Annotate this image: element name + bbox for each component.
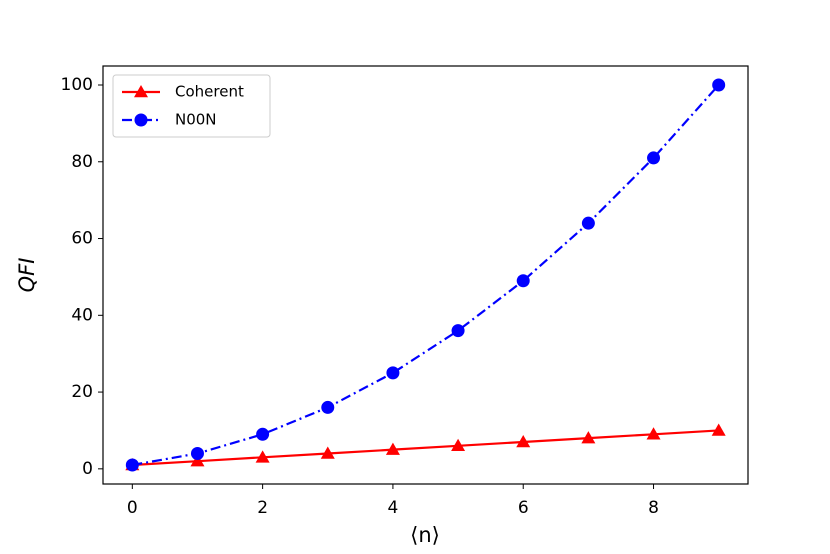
legend-box [112,74,271,138]
y-axis-label: QFI [15,258,39,293]
marker [647,151,661,165]
legend-label: Coherent [175,83,244,101]
y-tick-label: 0 [82,459,93,479]
marker [256,427,270,441]
marker [134,85,148,98]
marker [385,442,400,455]
x-axis-label: ⟨n⟩ [410,523,440,547]
marker [320,446,335,459]
marker [451,324,465,338]
marker [712,78,726,92]
marker [255,450,270,463]
y-tick-label: 80 [71,152,93,172]
marker [646,427,661,440]
x-tick-label: 8 [648,498,659,518]
marker [125,458,139,472]
line [132,84,720,467]
marker [386,366,400,380]
marker [190,446,204,460]
marker [321,400,335,414]
y-tick-label: 40 [71,305,93,325]
marker [581,431,596,444]
y-tick-label: 100 [61,75,93,95]
line [132,429,719,467]
y-tick-label: 60 [71,229,93,249]
marker [581,216,595,230]
y-tick-label: 20 [71,382,93,402]
marker [711,423,726,436]
plot-frame [102,65,749,485]
x-tick-label: 2 [257,498,268,518]
legend-label: N00N [175,111,217,129]
marker [451,438,466,452]
marker [516,434,531,448]
x-tick-label: 0 [127,498,138,518]
marker [516,274,530,288]
marker [134,113,148,127]
marker [190,454,205,467]
x-tick-label: 6 [518,498,529,518]
x-tick-label: 4 [388,498,399,518]
